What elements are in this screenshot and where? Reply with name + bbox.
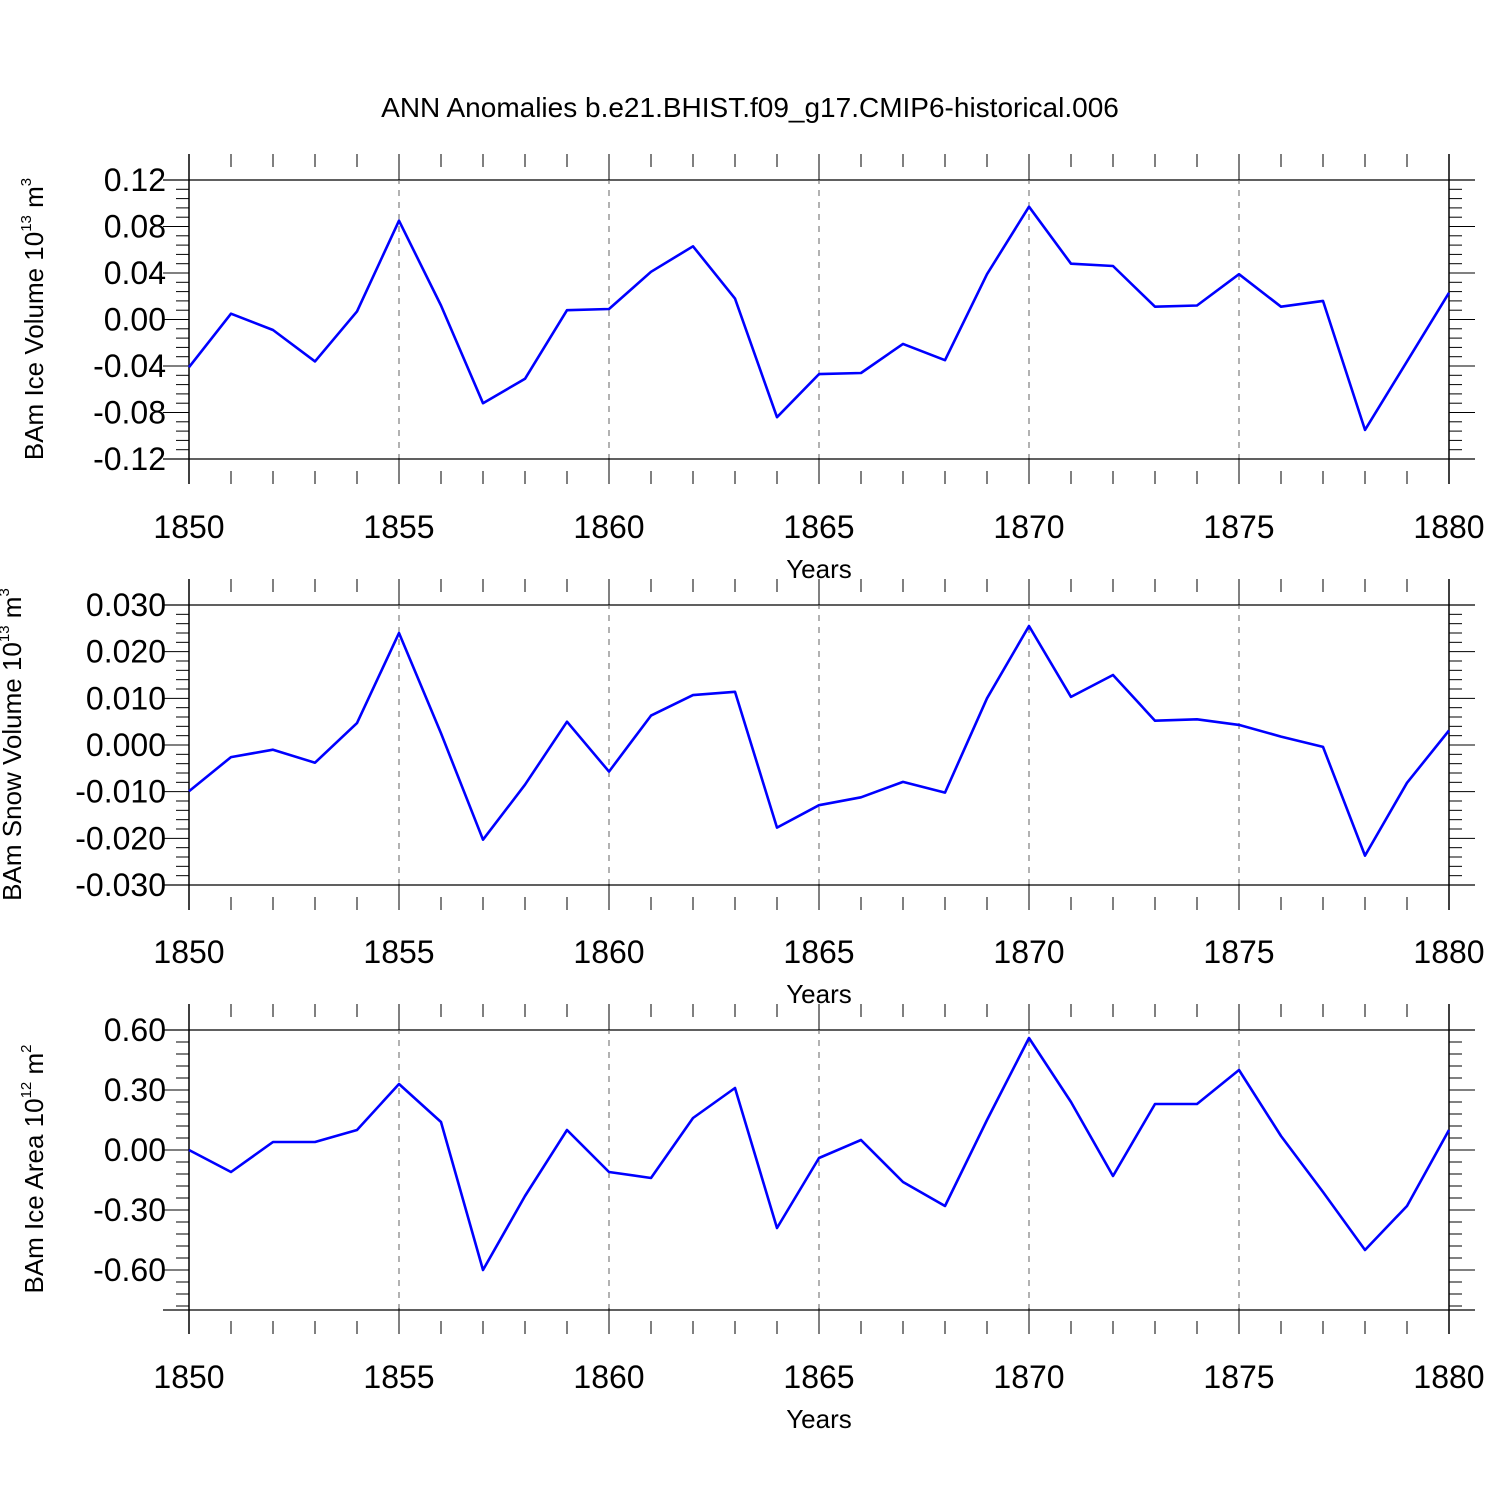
- x-tick-label: 1880: [1413, 934, 1484, 970]
- x-tick-label: 1870: [993, 509, 1064, 545]
- y-tick-label: 0.030: [86, 587, 166, 623]
- chart-title: ANN Anomalies b.e21.BHIST.f09_g17.CMIP6-…: [381, 92, 1119, 123]
- y-tick-label: 0.60: [104, 1012, 166, 1048]
- y-tick-label: -0.04: [93, 348, 166, 384]
- x-tick-label: 1860: [573, 1359, 644, 1395]
- y-tick-label: 0.12: [104, 162, 166, 198]
- x-tick-label: 1865: [783, 509, 854, 545]
- y-tick-label: -0.30: [93, 1192, 166, 1228]
- y-tick-label: 0.30: [104, 1072, 166, 1108]
- x-tick-label: 1875: [1203, 934, 1274, 970]
- x-tick-label: 1870: [993, 1359, 1064, 1395]
- y-tick-label: 0.00: [104, 1132, 166, 1168]
- y-tick-label: -0.010: [75, 774, 166, 810]
- x-tick-label: 1865: [783, 934, 854, 970]
- series-line: [188, 1036, 1451, 1272]
- x-tick-label: 1880: [1413, 1359, 1484, 1395]
- series-line: [188, 624, 1451, 857]
- panel-1: -0.12 -0.08 -0.04 0.00 0.04 0.08 0.12 1850 1855 1…: [18, 154, 1485, 584]
- x-tick-label: 1875: [1203, 509, 1274, 545]
- y-tick-label: 0.010: [86, 680, 166, 716]
- x-tick-label: 1860: [573, 934, 644, 970]
- x-tick-label: 1880: [1413, 509, 1484, 545]
- y-tick-label: 0.04: [104, 255, 166, 291]
- y-tick-label: 0.00: [104, 302, 166, 338]
- y-axis-title: BAm Snow Volume 1013 m3: [0, 588, 27, 901]
- y-tick-label: -0.12: [93, 441, 166, 477]
- y-tick-label: 0.020: [86, 634, 166, 670]
- y-axis-title: BAm Ice Volume 1013 m3: [18, 178, 49, 460]
- panel-2: -0.030 -0.020 -0.010 0.000 0.010 0.020 0.030 18…: [0, 579, 1485, 1009]
- x-tick-label: 1850: [153, 934, 224, 970]
- y-tick-label: 0.08: [104, 209, 166, 245]
- x-tick-label: 1855: [363, 934, 434, 970]
- series-line: [187, 205, 1451, 432]
- x-tick-label: 1855: [363, 509, 434, 545]
- y-tick-label: -0.020: [75, 820, 166, 856]
- x-tick-label: 1855: [363, 1359, 434, 1395]
- y-axis-title: BAm Ice Area 1012 m2: [18, 1044, 49, 1293]
- x-tick-label: 1850: [153, 509, 224, 545]
- x-tick-label: 1865: [783, 1359, 854, 1395]
- x-tick-label: 1875: [1203, 1359, 1274, 1395]
- y-tick-label: -0.60: [93, 1252, 166, 1288]
- panel-3: -0.60 -0.30 0.00 0.30 0.60 1850 1855 1860 1865 18…: [18, 1004, 1485, 1434]
- x-axis-title: Years: [786, 1404, 852, 1434]
- y-tick-label: -0.030: [75, 867, 166, 903]
- y-tick-label: -0.08: [93, 395, 166, 431]
- y-tick-label: 0.000: [86, 727, 166, 763]
- x-tick-label: 1850: [153, 1359, 224, 1395]
- x-tick-label: 1870: [993, 934, 1064, 970]
- x-tick-label: 1860: [573, 509, 644, 545]
